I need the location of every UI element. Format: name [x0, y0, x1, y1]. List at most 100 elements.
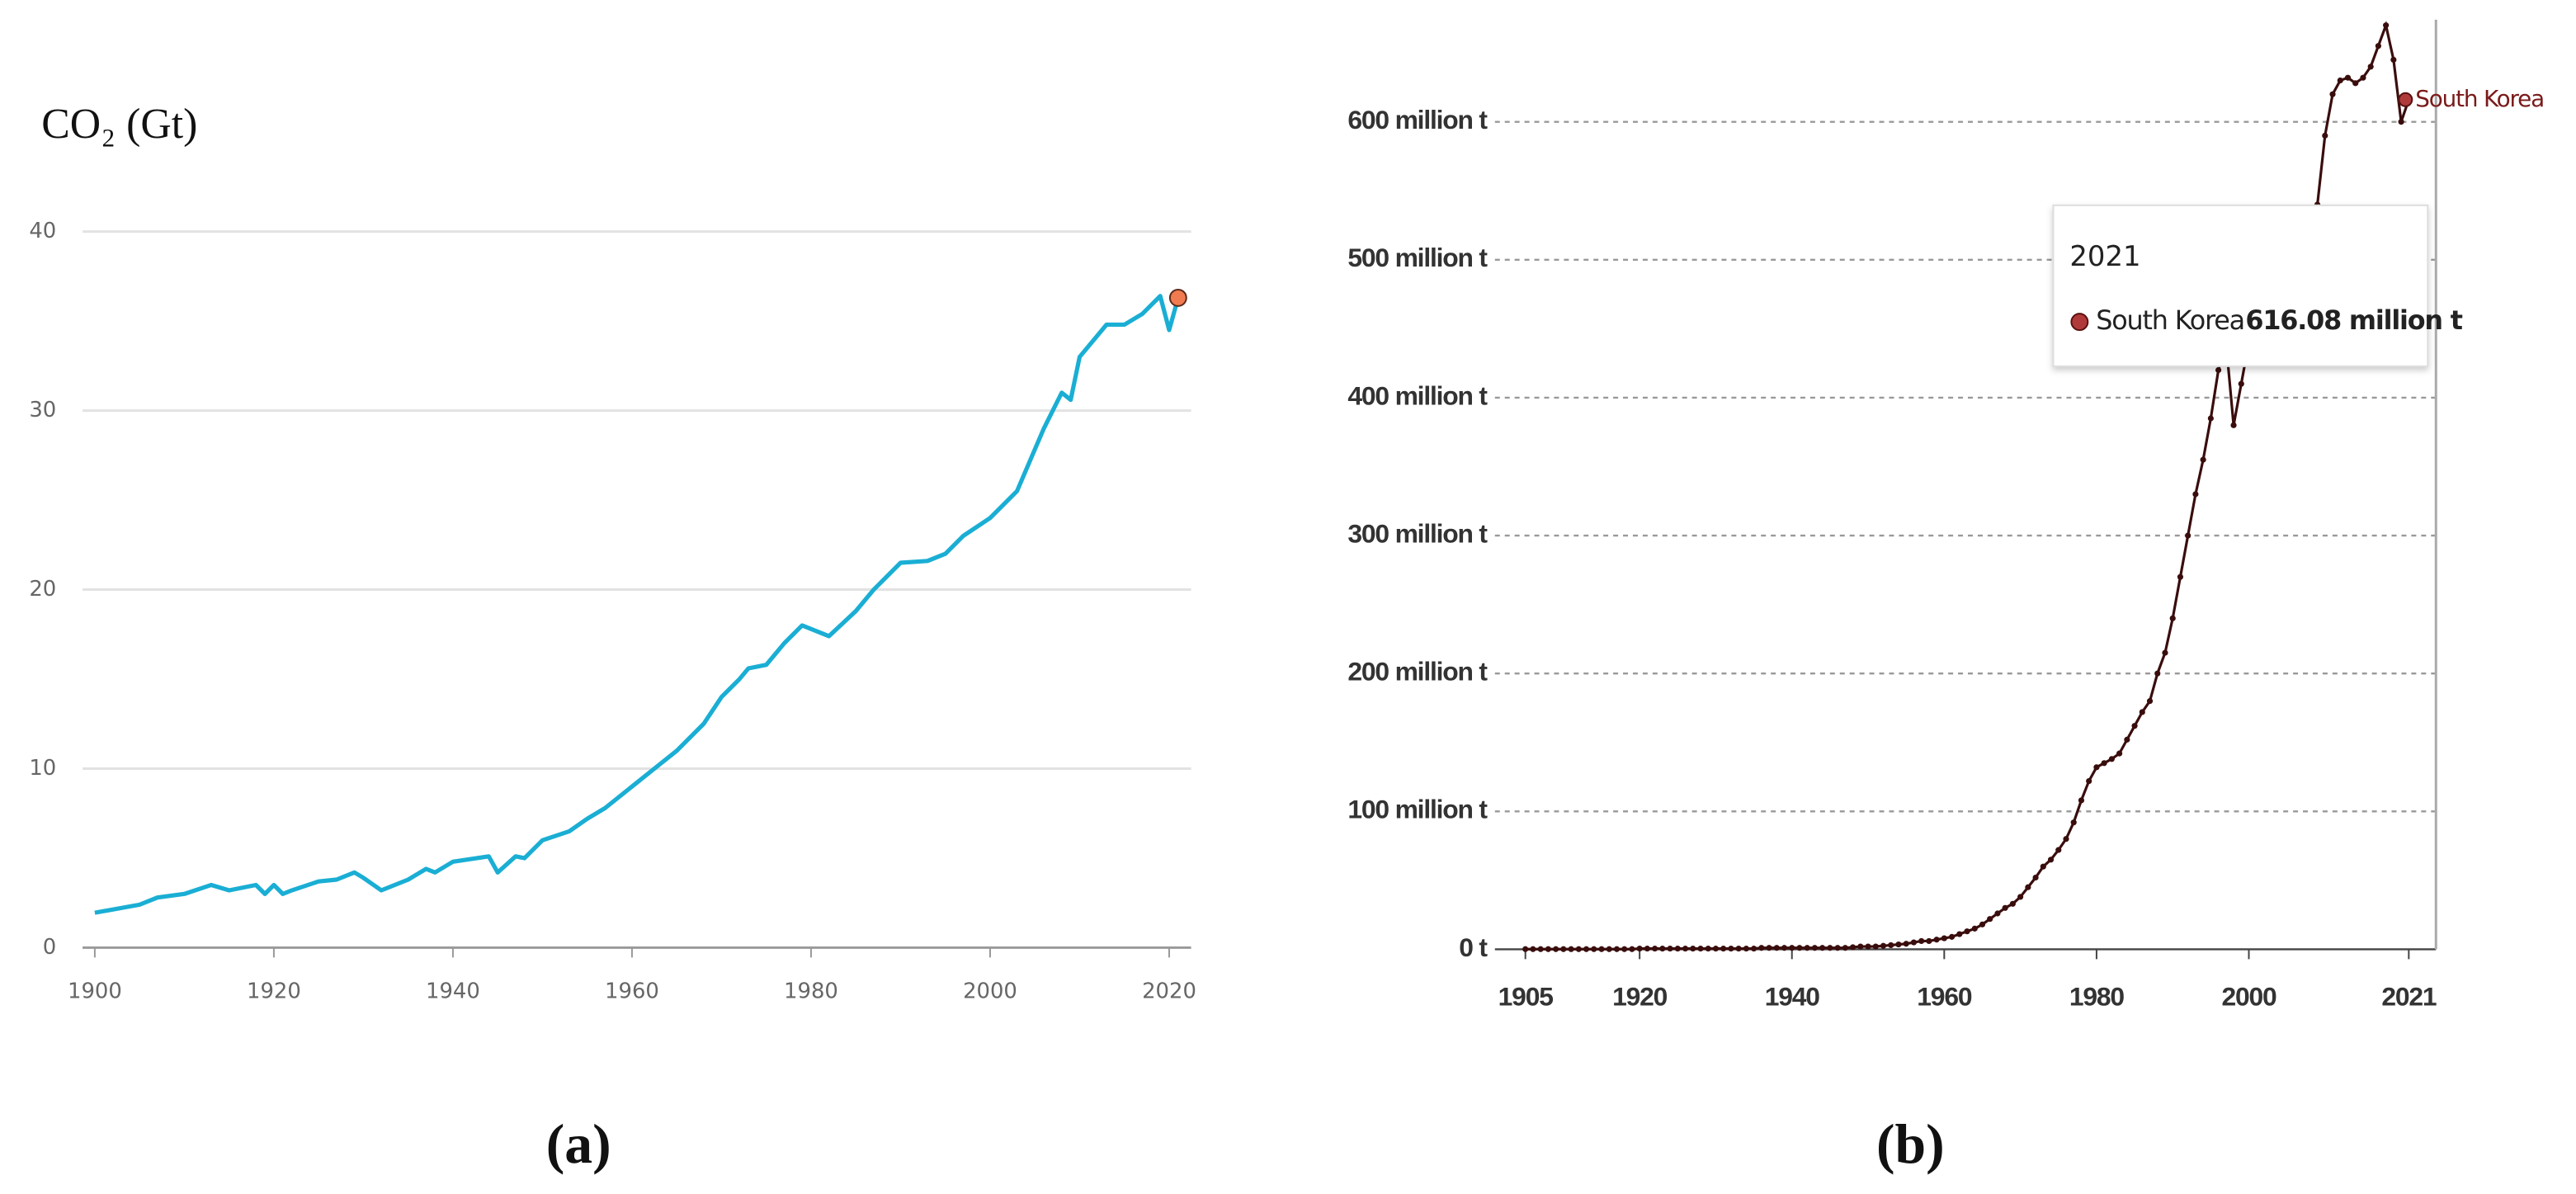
point — [1819, 945, 1826, 951]
point — [1918, 937, 1925, 944]
point — [2192, 491, 2199, 498]
point — [2344, 74, 2352, 81]
x-tick-label: 1960 — [605, 979, 659, 1004]
point — [2329, 91, 2336, 97]
point — [1971, 925, 1978, 932]
y-tick-label: 30 — [29, 398, 56, 422]
point — [1728, 946, 1734, 952]
point — [2169, 615, 2176, 621]
x-tick-label: 1920 — [247, 979, 301, 1004]
tooltip-marker — [2070, 313, 2089, 332]
point — [2390, 56, 2397, 64]
y-tick-label: 10 — [29, 756, 56, 781]
point — [1766, 945, 1772, 951]
point — [1964, 928, 1970, 935]
point — [1758, 945, 1765, 951]
point — [2063, 836, 2069, 842]
y-tick-label: 200 million t — [1347, 657, 1488, 687]
point — [1537, 946, 1544, 952]
end-marker — [2398, 92, 2413, 107]
point — [2375, 43, 2381, 50]
point — [1857, 943, 1864, 950]
point — [1926, 937, 1932, 944]
x-tick-label: 2021 — [2381, 982, 2437, 1012]
point — [2101, 760, 2107, 767]
point — [1720, 946, 1727, 952]
y-tick-label: 500 million t — [1347, 243, 1488, 272]
point — [1941, 935, 1947, 942]
point — [1583, 946, 1590, 952]
point — [2139, 709, 2145, 715]
x-tick-label: 1940 — [426, 979, 480, 1004]
point — [2146, 698, 2154, 705]
point — [1933, 937, 1940, 943]
point — [1522, 946, 1529, 952]
point — [1994, 910, 2001, 917]
point — [2078, 797, 2085, 804]
point — [2215, 366, 2222, 374]
point — [2337, 77, 2343, 84]
point — [1667, 946, 1673, 952]
point — [2032, 874, 2039, 881]
point — [1903, 941, 1909, 947]
point — [1751, 946, 1757, 952]
point — [1575, 946, 1582, 952]
point — [1987, 916, 1993, 923]
caption: (b) — [1876, 1113, 1945, 1175]
point — [2154, 670, 2161, 677]
point — [1956, 931, 1963, 937]
point — [2017, 894, 2024, 900]
y-tick-label: 100 million t — [1347, 795, 1488, 824]
x-tick-label: 1960 — [1917, 982, 1972, 1012]
point — [1849, 944, 1857, 951]
x-tick-label: 1980 — [784, 979, 838, 1004]
point — [1560, 946, 1567, 952]
point — [2383, 22, 2390, 29]
point — [1872, 943, 1879, 950]
x-tick-label: 2000 — [2221, 982, 2276, 1012]
point — [1827, 945, 1833, 951]
point — [1545, 946, 1551, 952]
point — [2352, 80, 2359, 87]
point — [2047, 857, 2055, 863]
point — [2070, 819, 2077, 826]
tooltip-series: South Korea — [2096, 304, 2244, 336]
point — [1743, 946, 1749, 952]
x-tick-label: 1905 — [1498, 982, 1554, 1012]
point — [1613, 946, 1621, 952]
point — [1652, 946, 1658, 952]
y-axis-label: CO₂ (Gt) — [41, 101, 197, 148]
point — [1674, 946, 1681, 952]
point — [1773, 945, 1780, 951]
point — [1629, 946, 1635, 952]
point — [2200, 456, 2206, 463]
point — [1591, 946, 1597, 952]
point — [1880, 942, 1887, 949]
point — [1697, 946, 1704, 952]
tooltip-value: 616.08 million t — [2245, 304, 2462, 336]
end-marker — [1168, 288, 1187, 307]
point — [2398, 119, 2404, 125]
y-tick-label: 400 million t — [1347, 380, 1488, 410]
point — [2230, 422, 2237, 428]
point — [2040, 863, 2046, 870]
point — [2002, 904, 2008, 911]
point — [2185, 532, 2191, 539]
y-tick-label: 300 million t — [1347, 518, 1488, 548]
line — [94, 294, 1181, 915]
x-tick-label: 2000 — [963, 979, 1017, 1004]
point — [1606, 946, 1612, 952]
y-tick-label: 20 — [29, 577, 56, 602]
point — [1712, 946, 1720, 952]
point — [2360, 74, 2366, 81]
point — [2124, 736, 2130, 743]
point — [2131, 723, 2138, 729]
point — [2207, 415, 2214, 422]
point — [1568, 946, 1574, 952]
point — [1842, 945, 1848, 951]
point — [2093, 764, 2100, 771]
point — [1804, 945, 1810, 951]
point — [1781, 945, 1788, 951]
y-tick-label: 0 — [43, 935, 56, 960]
